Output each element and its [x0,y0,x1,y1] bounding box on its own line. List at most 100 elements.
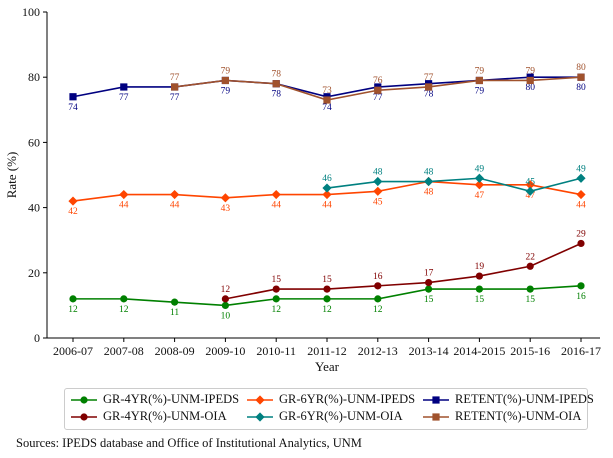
data-label: 19 [475,262,485,272]
series-line [326,177,582,193]
data-point [577,239,585,248]
data-label: 73 [322,86,332,96]
data-point [475,76,483,85]
legend-item: RETENT(%)-UNM-IPEDS [423,392,594,407]
chart-series: 12 12 11 10 12 12 12 15 15 15 16 12 15 15 16 17 19 22 29 42… [68,63,586,321]
y-tick-label: 60 [28,135,40,149]
data-point [171,298,179,306]
data-label: 12 [68,305,78,315]
data-label: 15 [475,295,485,305]
chart-axes: 0 20 40 60 80 100 2006-07 2007-08 2008-09 2009-10… [22,5,601,358]
data-point [120,83,128,91]
data-label: 78 [424,90,434,100]
legend-swatch [71,412,97,421]
data-label: 74 [322,103,332,113]
series-group: 77 79 78 73 76 77 79 79 80 [170,63,586,104]
data-label: 12 [322,305,332,315]
legend-item: RETENT(%)-UNM-OIA [423,409,581,424]
y-tick-label: 100 [22,5,40,19]
data-label: 79 [525,66,535,76]
data-label: 46 [322,174,332,184]
data-point [374,282,382,290]
data-point [475,272,483,280]
data-label: 44 [576,201,586,211]
data-label: 79 [475,86,485,96]
data-label: 11 [170,308,179,318]
data-label: 48 [373,168,383,178]
data-point [171,83,179,91]
data-point [119,189,129,200]
data-point [322,183,332,193]
data-label: 44 [322,201,332,211]
legend-label: GR-6YR(%)-UNM-IPEDS [279,392,416,406]
data-point [80,412,88,421]
data-point [432,412,440,421]
data-point [323,295,331,303]
data-point [525,186,535,196]
legend-label: GR-4YR(%)-UNM-OIA [103,409,227,423]
data-label: 79 [475,66,485,76]
legend-item: GR-4YR(%)-UNM-IPEDS [71,392,239,407]
data-label: 17 [424,269,434,279]
series-group: 46 48 48 49 45 49 [322,164,586,196]
data-point [576,189,586,200]
data-label: 76 [373,76,383,86]
data-label: 15 [322,275,332,285]
data-point [577,73,585,81]
data-point [221,301,229,309]
data-label: 15 [525,295,535,305]
data-label: 15 [424,295,434,305]
legend-item: GR-6YR(%)-UNM-OIA [247,409,403,424]
data-label: 47 [475,191,485,201]
x-tick-label: 2009-10 [205,344,245,358]
data-label: 10 [221,311,231,321]
x-tick-label: 2016-17 [561,344,601,358]
series-group: 12 15 15 16 17 19 22 29 [221,229,586,303]
data-point [255,411,265,422]
data-point [271,189,281,200]
data-label: 79 [221,86,231,96]
y-tick-label: 80 [28,70,40,84]
data-label: 44 [119,201,129,211]
data-point [475,285,483,293]
data-label: 49 [576,164,586,174]
data-label: 42 [68,207,78,217]
data-label: 16 [576,292,586,302]
data-point [272,285,280,293]
data-label: 77 [424,73,434,83]
data-point [272,295,280,303]
data-label: 12 [271,305,281,315]
data-point [69,295,77,303]
data-point [474,173,484,183]
data-label: 48 [424,168,434,178]
y-tick-label: 20 [28,266,40,280]
data-point [374,86,382,94]
data-point [68,196,78,206]
legend-swatch [247,411,273,422]
data-point [80,395,88,404]
x-tick-label: 2008-09 [155,344,195,358]
data-point [526,262,534,270]
data-label: 49 [475,164,485,174]
data-label: 45 [525,177,535,187]
legend-item: GR-6YR(%)-UNM-IPEDS [247,392,415,407]
data-label: 80 [576,63,586,73]
legend-label: RETENT(%)-UNM-OIA [455,409,582,423]
y-axis-label: Rate (%) [4,152,19,199]
data-point [221,76,229,85]
data-point [323,96,331,104]
series-group: 12 12 11 10 12 12 12 15 15 15 16 [68,282,586,321]
x-tick-label: 2012-13 [358,344,398,358]
data-label: 12 [221,285,231,295]
x-tick-label: 2007-08 [104,344,144,358]
data-label: 80 [525,83,535,93]
data-point [526,76,534,85]
data-label: 22 [525,252,535,262]
data-point [576,173,586,183]
data-label: 48 [424,188,434,198]
legend-swatch [71,395,97,404]
y-tick-label: 40 [28,201,40,215]
data-point [221,295,229,303]
data-label: 77 [170,93,180,103]
